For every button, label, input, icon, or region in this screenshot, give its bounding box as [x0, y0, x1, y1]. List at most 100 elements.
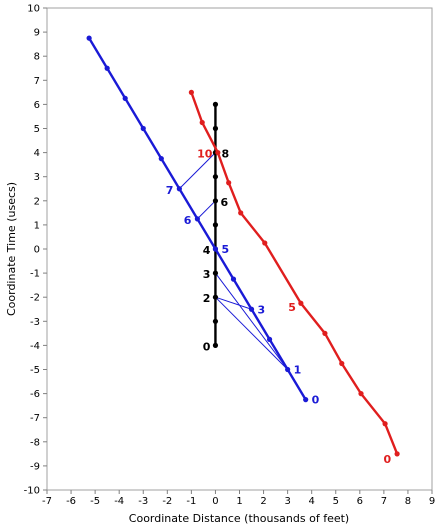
y-tick-label: -1 — [30, 269, 40, 280]
signal-connector — [197, 200, 216, 220]
data-point — [212, 222, 219, 228]
data-point — [248, 306, 255, 312]
signal-connector — [215, 272, 289, 370]
point-label: 3 — [258, 303, 266, 316]
x-tick-label: -2 — [162, 496, 172, 507]
signal-connector — [215, 296, 288, 370]
x-tick-label: 4 — [309, 496, 315, 507]
y-tick-label: -9 — [30, 461, 40, 472]
y-tick-label: 10 — [27, 4, 40, 15]
data-point — [303, 397, 309, 403]
y-tick-label: -10 — [24, 486, 40, 497]
point-label: 5 — [288, 301, 296, 314]
point-label: 0 — [383, 453, 391, 466]
data-point — [176, 186, 182, 192]
y-tick-label: 0 — [34, 245, 40, 256]
axes-layer: -7 -6 -5 -4 -3 -2 -1 0 1 2 3 4 5 6 7 8 9-10-9-8-7-6-5-4-… — [24, 4, 436, 508]
x-tick-label: 2 — [260, 496, 266, 507]
data-point — [104, 65, 110, 71]
data-point — [194, 216, 200, 222]
x-tick-label: 7 — [381, 496, 387, 507]
y-tick-label: 9 — [34, 28, 40, 39]
data-point — [212, 174, 219, 180]
data-point — [212, 101, 219, 107]
y-tick-label: 6 — [34, 100, 40, 111]
y-tick-label: -3 — [30, 317, 40, 328]
data-point — [238, 210, 244, 216]
point-label: 4 — [203, 244, 211, 257]
point-label: 0 — [312, 394, 320, 407]
x-tick-label: -3 — [138, 496, 148, 507]
point-label: 6 — [220, 196, 228, 209]
y-tick-label: 4 — [34, 148, 40, 159]
data-point — [199, 119, 205, 126]
x-tick-label: -6 — [66, 496, 76, 507]
data-point — [212, 318, 219, 324]
point-label: 8 — [221, 148, 229, 161]
y-tick-label: 8 — [34, 52, 40, 63]
data-point — [322, 330, 328, 336]
x-tick-label: 0 — [212, 496, 218, 507]
data-point — [298, 300, 304, 306]
data-point — [226, 180, 232, 186]
x-axis-label: Coordinate Distance (thousands of feet) — [129, 512, 349, 525]
data-point — [122, 95, 128, 101]
point-label: 10 — [197, 148, 213, 161]
data-point — [86, 35, 92, 41]
point-label: 0 — [203, 340, 211, 353]
x-tick-label: 6 — [357, 496, 363, 507]
y-tick-label: 1 — [34, 220, 40, 231]
y-axis-label: Coordinate Time (usecs) — [5, 182, 18, 316]
x-tick-label: -4 — [114, 496, 124, 507]
y-tick-label: 3 — [34, 172, 40, 183]
plot-frame — [46, 7, 433, 491]
y-tick-label: -4 — [30, 341, 40, 352]
data-point — [394, 451, 400, 457]
data-point — [285, 366, 291, 373]
series-layer — [86, 35, 400, 457]
point-label: 7 — [166, 184, 174, 197]
data-point — [212, 246, 219, 252]
y-tick-label: 2 — [34, 196, 40, 207]
data-point — [212, 294, 219, 300]
data-point — [212, 125, 219, 132]
x-tick-label: -1 — [186, 496, 196, 507]
series-line-1 — [190, 91, 399, 455]
point-label: 1 — [294, 364, 302, 377]
connector-layer — [178, 152, 289, 370]
data-point — [188, 89, 194, 95]
y-tick-label: -7 — [30, 413, 40, 424]
point-label: 3 — [203, 268, 211, 281]
signal-connector — [215, 296, 252, 310]
data-point — [358, 391, 364, 397]
data-point — [212, 270, 219, 276]
data-point — [382, 421, 388, 427]
x-tick-label: 8 — [405, 496, 411, 507]
data-point — [215, 150, 221, 156]
y-tick-label: -5 — [30, 365, 40, 376]
data-point — [212, 342, 219, 348]
data-point — [230, 276, 237, 282]
x-tick-label: 9 — [429, 496, 435, 507]
point-label: 5 — [221, 243, 229, 256]
x-tick-label: -5 — [90, 496, 100, 507]
point-label: 2 — [203, 292, 211, 305]
data-point — [339, 360, 345, 367]
x-tick-label: -7 — [42, 496, 52, 507]
data-point — [266, 336, 273, 342]
x-tick-label: 1 — [236, 496, 242, 507]
y-tick-label: -6 — [30, 389, 40, 400]
point-label: 6 — [184, 214, 192, 227]
signal-connector — [178, 152, 216, 190]
x-tick-label: 5 — [333, 496, 339, 507]
data-point — [212, 198, 219, 204]
x-tick-label: 3 — [284, 496, 290, 507]
data-point — [262, 240, 268, 246]
data-point — [140, 125, 146, 132]
y-tick-label: -2 — [30, 293, 40, 304]
y-tick-label: -8 — [30, 437, 40, 448]
data-point — [158, 156, 164, 162]
y-tick-label: 7 — [34, 76, 40, 87]
